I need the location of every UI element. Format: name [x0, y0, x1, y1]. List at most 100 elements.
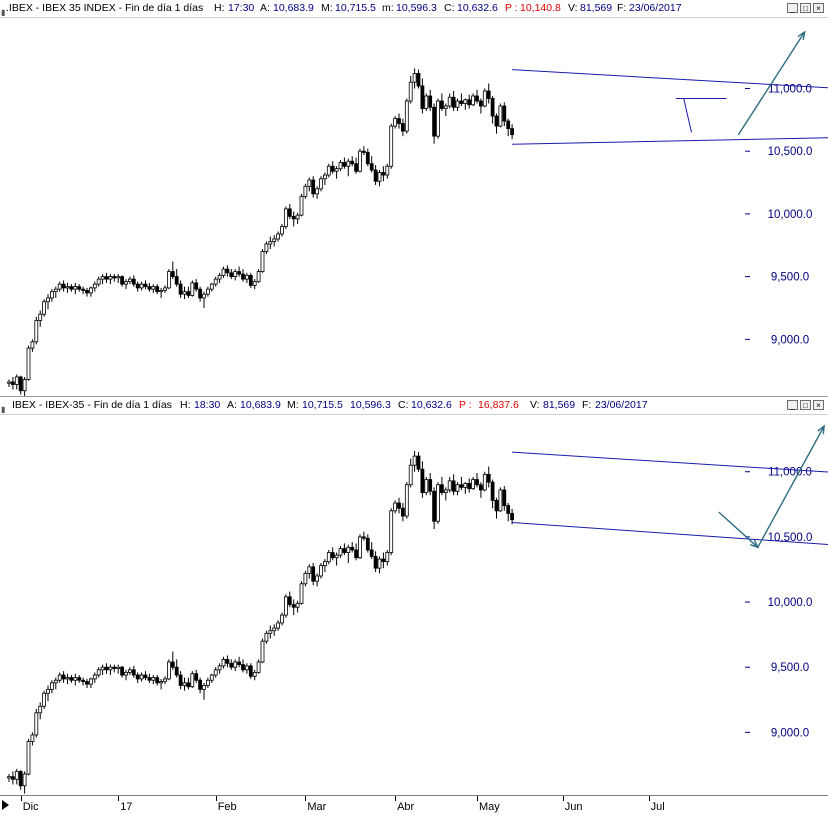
candle-body	[432, 490, 437, 522]
candle-body	[478, 100, 483, 107]
candle-body	[287, 596, 292, 606]
candle-body	[424, 95, 429, 109]
candle-body	[89, 678, 93, 685]
x-tick-label: Jun	[564, 801, 583, 813]
candle-body	[147, 677, 152, 681]
candle-body	[237, 661, 242, 665]
candle-body	[73, 286, 78, 290]
candle-body	[287, 208, 292, 217]
candle-body	[400, 123, 405, 132]
top-h-label: H:	[214, 2, 225, 14]
candle-body	[330, 165, 335, 172]
x-tick-label: Mar	[307, 801, 327, 813]
candle-body	[50, 291, 54, 299]
candle-body	[205, 679, 210, 686]
candle-body	[451, 96, 456, 108]
candle-body	[151, 677, 156, 681]
candle-body	[346, 546, 351, 553]
candle-body	[116, 276, 121, 279]
candle-body	[10, 381, 15, 385]
candle-body	[96, 669, 101, 676]
candle-body	[369, 549, 374, 557]
candle-body	[178, 674, 183, 686]
maximize-icon[interactable]: □	[800, 3, 811, 13]
top-chart-header: ▮ .IBEX - IBEX 35 INDEX - Fin de día 1 d…	[0, 0, 828, 18]
candle-body	[198, 679, 203, 690]
candle-body	[34, 712, 39, 736]
candle-body	[53, 288, 58, 293]
candle-body	[14, 376, 19, 385]
candle-body	[241, 273, 245, 280]
candle-body	[237, 271, 242, 275]
minimize-icon[interactable]: _	[787, 400, 798, 410]
candle-body	[475, 95, 479, 102]
candle-body	[155, 286, 160, 293]
x-tick-label: Dic	[22, 801, 39, 813]
candle-body	[498, 105, 503, 127]
maximize-icon[interactable]: □	[800, 400, 811, 410]
candle-body	[85, 290, 89, 294]
time-axis[interactable]: Dic 17 Feb Mar Abr May Jun Jul	[0, 795, 828, 816]
candle-body	[338, 548, 343, 556]
candle-body	[447, 480, 452, 491]
candle-body	[416, 73, 421, 87]
candle-body	[490, 481, 495, 501]
top-a-value: 10,683.9	[273, 2, 314, 14]
candle-body	[50, 682, 54, 690]
candle-body	[166, 661, 171, 680]
candle-body	[194, 282, 199, 290]
candle-body	[34, 320, 39, 343]
candle-body	[506, 505, 511, 514]
candle-body	[276, 233, 281, 240]
scroll-left-icon[interactable]	[2, 800, 9, 810]
y-tick-label: 9,500.0	[771, 272, 809, 284]
candle-body	[92, 283, 97, 289]
candle-body	[190, 673, 195, 688]
x-tick-mark	[477, 796, 478, 801]
candle-body	[478, 484, 483, 491]
candle-body	[443, 105, 448, 109]
bottom-c-value: 10,632.6	[411, 399, 452, 411]
close-icon[interactable]: ×	[813, 400, 824, 410]
bottom-symbol: IBEX - IBEX-35 - Fin de día 1 días	[12, 399, 172, 411]
candle-body	[186, 682, 191, 688]
candle-body	[163, 287, 167, 291]
candle-body	[299, 195, 304, 216]
candle-body	[412, 73, 417, 83]
candle-body	[350, 160, 355, 165]
candle-body	[202, 293, 206, 299]
candle-body	[428, 479, 433, 492]
candle-body	[163, 678, 167, 682]
candle-body	[65, 286, 70, 289]
minimize-icon[interactable]: _	[787, 3, 798, 13]
candle-body	[463, 99, 468, 104]
candle-body	[143, 674, 148, 679]
bottom-candlestick-plot[interactable]: 11,000.010,500.010,000.09,500.09,000.0	[0, 397, 828, 795]
candle-body	[424, 479, 429, 493]
close-icon[interactable]: ×	[813, 3, 824, 13]
candle-body	[475, 479, 479, 486]
candle-body	[439, 100, 444, 109]
candle-body	[225, 658, 230, 664]
top-p-label: P :	[505, 2, 518, 14]
candle-body	[385, 165, 390, 176]
y-tick-label: 9,500.0	[771, 662, 809, 674]
candle-body	[166, 271, 171, 289]
trendline	[683, 98, 692, 133]
candle-body	[322, 561, 327, 566]
top-candlestick-plot[interactable]: 11,000.010,500.010,000.09,500.09,000.0	[0, 0, 828, 396]
candle-body	[7, 776, 11, 779]
candle-body	[89, 287, 93, 294]
candle-body	[283, 208, 288, 227]
trendline	[512, 137, 828, 145]
candle-body	[260, 640, 265, 663]
candle-body	[147, 286, 152, 290]
candle-body	[502, 105, 507, 122]
top-a-label: A:	[260, 2, 270, 14]
candle-body	[198, 288, 203, 299]
candle-body	[209, 283, 214, 290]
candle-body	[205, 288, 210, 295]
candle-body	[459, 100, 464, 104]
candle-body	[30, 341, 35, 349]
y-tick-label: 10,500.0	[768, 146, 813, 158]
